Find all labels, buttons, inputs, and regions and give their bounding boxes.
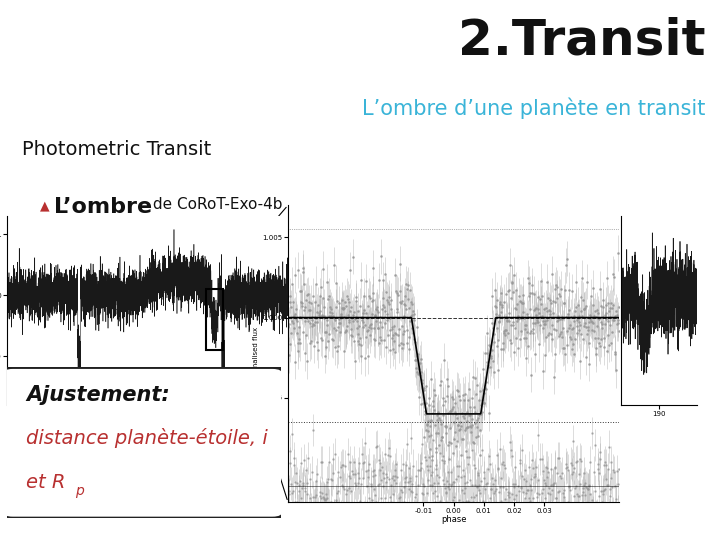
Y-axis label: normalised flux: normalised flux [253,327,259,381]
Text: et R: et R [27,473,66,492]
Bar [206,289,223,350]
Text: Photometric Transit: Photometric Transit [22,140,211,159]
Text: p: p [75,484,84,498]
Text: ▲: ▲ [40,200,49,213]
Text: distance planète-étoile, i: distance planète-étoile, i [27,428,268,448]
Text: L’ombre d’une planète en transit: L’ombre d’une planète en transit [362,97,706,119]
Text: de CoRoT-Exo-4b: de CoRoT-Exo-4b [148,197,282,212]
Text: L’ombre: L’ombre [54,197,152,217]
X-axis label: phase: phase [441,515,467,524]
FancyBboxPatch shape [1,367,284,518]
Text: 2.Transit: 2.Transit [458,16,706,64]
Text: Ajustement:: Ajustement: [27,386,170,406]
